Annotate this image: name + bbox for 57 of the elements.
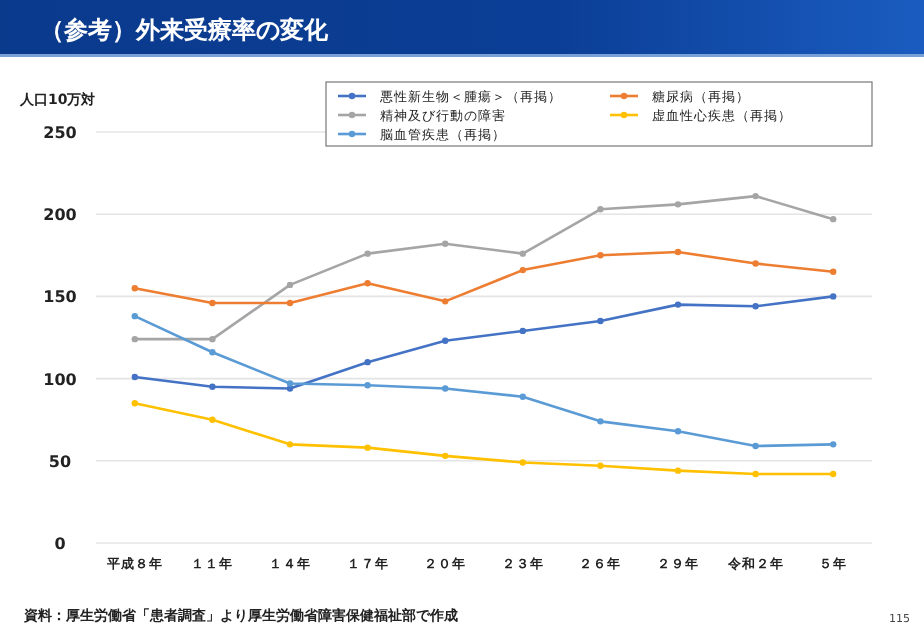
point: [830, 268, 837, 275]
point: [286, 441, 294, 448]
point: [442, 385, 449, 392]
y-tick-label: 150: [43, 288, 78, 307]
point: [597, 418, 604, 425]
point: [752, 192, 759, 200]
point: [286, 281, 294, 289]
point: [752, 303, 759, 310]
point: [364, 250, 371, 257]
point: [597, 317, 604, 325]
point: [519, 250, 526, 257]
point: [131, 400, 138, 407]
point: [209, 299, 216, 307]
y-tick-label: 100: [43, 370, 78, 389]
point: [674, 201, 682, 208]
point: [286, 385, 294, 392]
point: [442, 298, 449, 305]
point: [131, 335, 138, 343]
point: [364, 280, 371, 287]
point: [209, 349, 216, 356]
point: [131, 373, 138, 381]
point: [752, 442, 759, 450]
point: [519, 459, 526, 466]
point: [752, 260, 759, 267]
point: [364, 444, 371, 451]
chart-title: （参考）外来受療率の変化: [40, 16, 330, 44]
point: [364, 381, 371, 389]
point: [830, 441, 837, 448]
point: [674, 428, 682, 435]
point: [597, 462, 604, 469]
y-tick-label: 0: [54, 535, 67, 553]
point: [597, 206, 604, 213]
point: [830, 215, 837, 223]
point: [209, 416, 216, 423]
point: [131, 284, 138, 292]
y-tick-label: 200: [43, 206, 78, 225]
point: [209, 335, 216, 343]
point: [830, 293, 837, 300]
point: [442, 452, 449, 460]
point: [364, 358, 371, 366]
point: [442, 337, 449, 344]
point: [674, 301, 682, 308]
y-tick-label: 50: [48, 452, 72, 471]
point: [286, 380, 294, 387]
point: [830, 470, 837, 478]
point: [286, 299, 294, 307]
point: [131, 312, 138, 320]
point: [519, 266, 526, 274]
point: [519, 393, 526, 400]
point: [442, 240, 449, 247]
point: [597, 252, 604, 259]
point: [519, 327, 526, 335]
point: [674, 467, 682, 474]
point: [209, 383, 216, 391]
point: [752, 470, 759, 478]
point: [674, 248, 682, 256]
y-tick-label: 250: [43, 124, 78, 142]
